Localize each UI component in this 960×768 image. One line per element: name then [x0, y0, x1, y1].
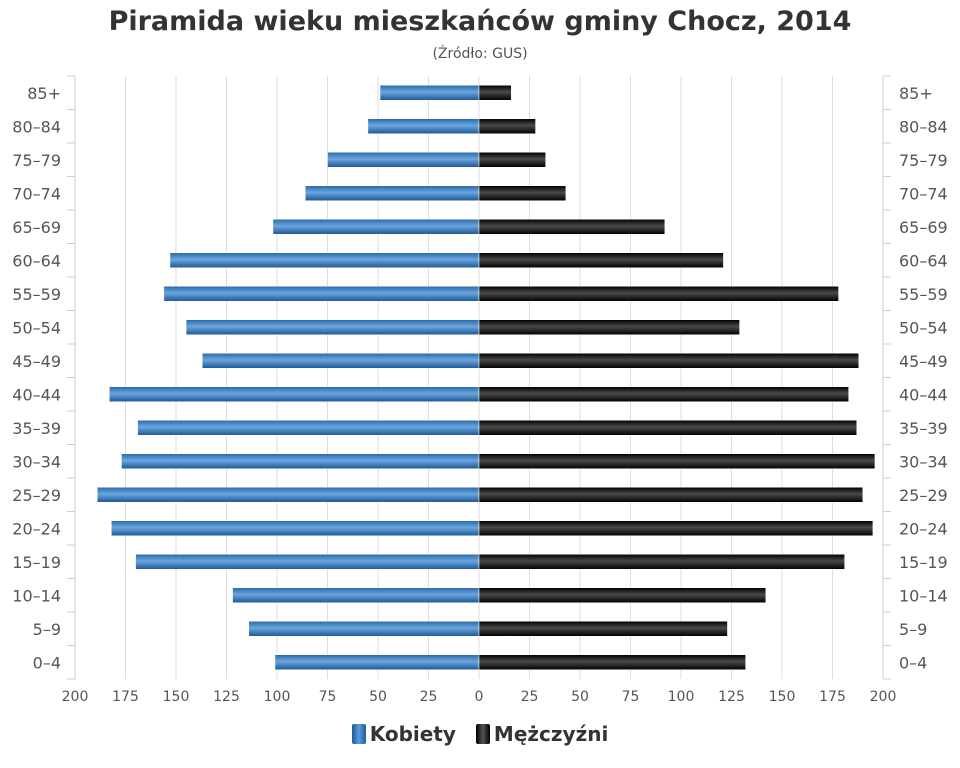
y-tick-label-left: 25–29	[12, 486, 61, 505]
y-tick-label-left: 35–39	[12, 419, 61, 438]
bar-mezczyzni	[478, 621, 728, 637]
bar-mezczyzni	[478, 386, 849, 402]
bar-mezczyzni	[478, 520, 874, 536]
x-tick-label: 200	[870, 689, 897, 705]
legend-label-kobiety: Kobiety	[369, 722, 456, 746]
bar-mezczyzni	[478, 252, 724, 268]
bar-kobiety	[327, 152, 480, 168]
x-tick-label: 25	[521, 689, 539, 705]
legend-item-mezczyzni[interactable]: Mężczyźni	[475, 722, 609, 746]
y-tick-label-left: 10–14	[12, 586, 61, 605]
y-tick-label-left: 50–54	[12, 318, 61, 337]
bar-mezczyzni	[478, 319, 740, 335]
y-tick-label-left: 0–4	[33, 653, 61, 672]
y-tick-label-left: 45–49	[12, 352, 61, 371]
y-tick-label-right: 10–14	[899, 586, 948, 605]
legend-swatch-kobiety	[351, 724, 366, 744]
bar-kobiety	[232, 587, 480, 603]
y-tick-label-right: 65–69	[899, 218, 948, 237]
bar-mezczyzni	[478, 420, 857, 436]
bar-kobiety	[185, 319, 480, 335]
x-tick-label: 100	[264, 689, 291, 705]
y-tick-label-left: 55–59	[12, 285, 61, 304]
bar-kobiety	[96, 487, 480, 503]
y-tick-label-right: 20–24	[899, 519, 948, 538]
y-tick-label-right: 60–64	[899, 251, 948, 270]
x-tick-label: 150	[163, 689, 190, 705]
y-tick-label-right: 40–44	[899, 385, 948, 404]
bar-kobiety	[109, 386, 480, 402]
bar-kobiety	[163, 286, 480, 302]
bar-mezczyzni	[478, 85, 512, 101]
bar-kobiety	[135, 554, 480, 570]
bar-kobiety	[272, 219, 480, 235]
y-tick-label-left: 5–9	[33, 620, 61, 639]
y-tick-label-left: 30–34	[12, 452, 61, 471]
bar-kobiety	[367, 118, 480, 134]
x-tick-label: 100	[668, 689, 695, 705]
bar-mezczyzni	[478, 118, 536, 134]
bar-kobiety	[121, 453, 480, 469]
bar-kobiety	[137, 420, 480, 436]
y-tick-label-right: 15–19	[899, 553, 948, 572]
x-tick-label: 0	[475, 689, 484, 705]
bar-kobiety	[248, 621, 480, 637]
x-tick-label: 125	[718, 689, 745, 705]
bar-mezczyzni	[478, 487, 864, 503]
y-tick-label-right: 80–84	[899, 117, 948, 136]
y-tick-label-left: 40–44	[12, 385, 61, 404]
y-tick-label-right: 50–54	[899, 318, 948, 337]
legend-item-kobiety[interactable]: Kobiety	[351, 722, 456, 746]
bar-kobiety	[305, 185, 480, 201]
bar-mezczyzni	[478, 353, 860, 369]
legend: Kobiety Mężczyźni	[0, 722, 960, 746]
y-tick-label-right: 85+	[899, 84, 933, 103]
y-tick-label-left: 85+	[27, 84, 61, 103]
bar-mezczyzni	[478, 453, 876, 469]
bar-mezczyzni	[478, 185, 567, 201]
legend-swatch-mezczyzni	[475, 724, 490, 744]
bar-mezczyzni	[478, 587, 767, 603]
x-tick-label: 25	[420, 689, 438, 705]
y-tick-label-left: 80–84	[12, 117, 61, 136]
bar-mezczyzni	[478, 152, 546, 168]
y-tick-label-right: 35–39	[899, 419, 948, 438]
bar-kobiety	[274, 654, 480, 670]
x-tick-label: 50	[571, 689, 589, 705]
x-tick-label: 125	[213, 689, 240, 705]
x-tick-label: 175	[819, 689, 846, 705]
y-tick-label-right: 70–74	[899, 184, 948, 203]
y-tick-label-left: 65–69	[12, 218, 61, 237]
bar-mezczyzni	[478, 219, 666, 235]
x-tick-label: 175	[112, 689, 139, 705]
y-tick-label-right: 55–59	[899, 285, 948, 304]
bar-kobiety	[202, 353, 480, 369]
y-tick-label-left: 60–64	[12, 251, 61, 270]
y-tick-label-left: 75–79	[12, 151, 61, 170]
bar-mezczyzni	[478, 654, 746, 670]
y-tick-label-right: 25–29	[899, 486, 948, 505]
y-tick-label-right: 45–49	[899, 352, 948, 371]
chart-subtitle: (Źródło: GUS)	[432, 46, 528, 62]
y-tick-label-left: 15–19	[12, 553, 61, 572]
y-tick-label-left: 70–74	[12, 184, 61, 203]
y-tick-label-left: 20–24	[12, 519, 61, 538]
bar-kobiety	[111, 520, 480, 536]
x-tick-label: 50	[369, 689, 387, 705]
x-tick-label: 75	[319, 689, 337, 705]
chart-title: Piramida wieku mieszkańców gminy Chocz, …	[108, 6, 852, 37]
y-tick-label-right: 30–34	[899, 452, 948, 471]
y-tick-label-right: 5–9	[899, 620, 927, 639]
x-tick-label: 150	[769, 689, 796, 705]
legend-label-mezczyzni: Mężczyźni	[493, 722, 609, 746]
bar-mezczyzni	[478, 286, 839, 302]
y-tick-label-right: 0–4	[899, 653, 927, 672]
y-tick-label-right: 75–79	[899, 151, 948, 170]
bar-kobiety	[169, 252, 480, 268]
bar-kobiety	[379, 85, 480, 101]
x-tick-label: 200	[62, 689, 89, 705]
x-tick-label: 75	[622, 689, 640, 705]
bar-mezczyzni	[478, 554, 845, 570]
